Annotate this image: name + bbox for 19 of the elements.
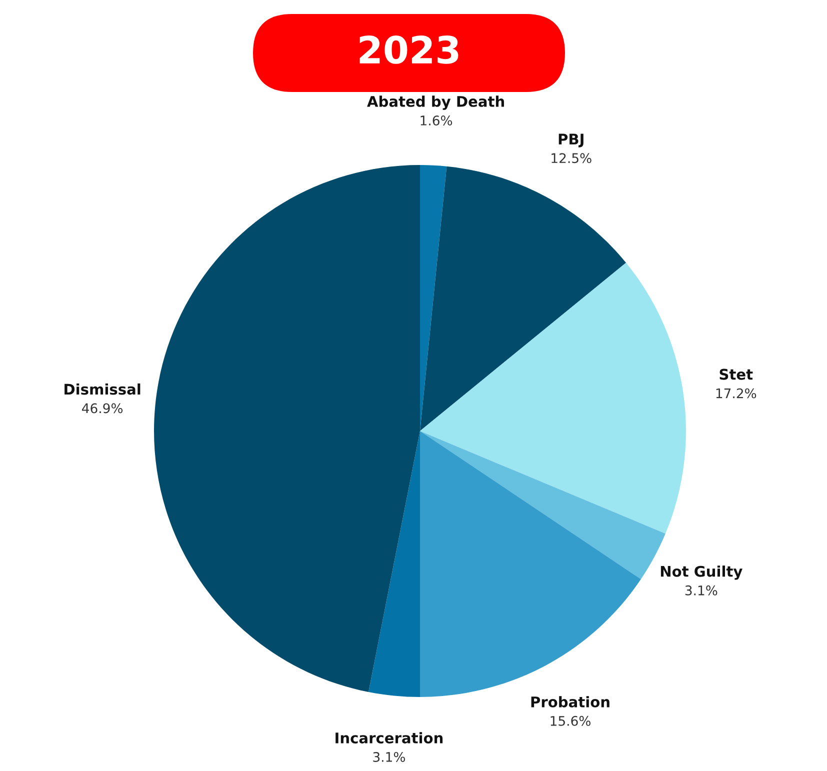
data-label: 46.9% [82,403,123,414]
data-label: 12.5% [552,153,592,164]
data-label: 3.1% [373,752,405,762]
slice-label: Not Guilty [660,566,742,580]
slice-label: Probation [531,696,610,708]
slice-label: Stet [720,368,753,380]
slice-label: Abated by Death [367,96,504,110]
pie-slice [420,165,447,431]
data-label: 15.6% [550,716,590,726]
pie-slice [420,431,641,697]
slice-label: Incarceration [336,732,443,744]
slice-label: PBJ [558,134,584,148]
data-label: 17.2% [716,388,756,398]
pie-slice [368,431,420,697]
data-label: 1.6% [420,115,452,126]
data-label: 3.1% [685,585,718,596]
pie-slice [420,262,686,534]
slice-label: Dismissal [64,383,140,395]
chart-title: 2023 [360,36,458,64]
